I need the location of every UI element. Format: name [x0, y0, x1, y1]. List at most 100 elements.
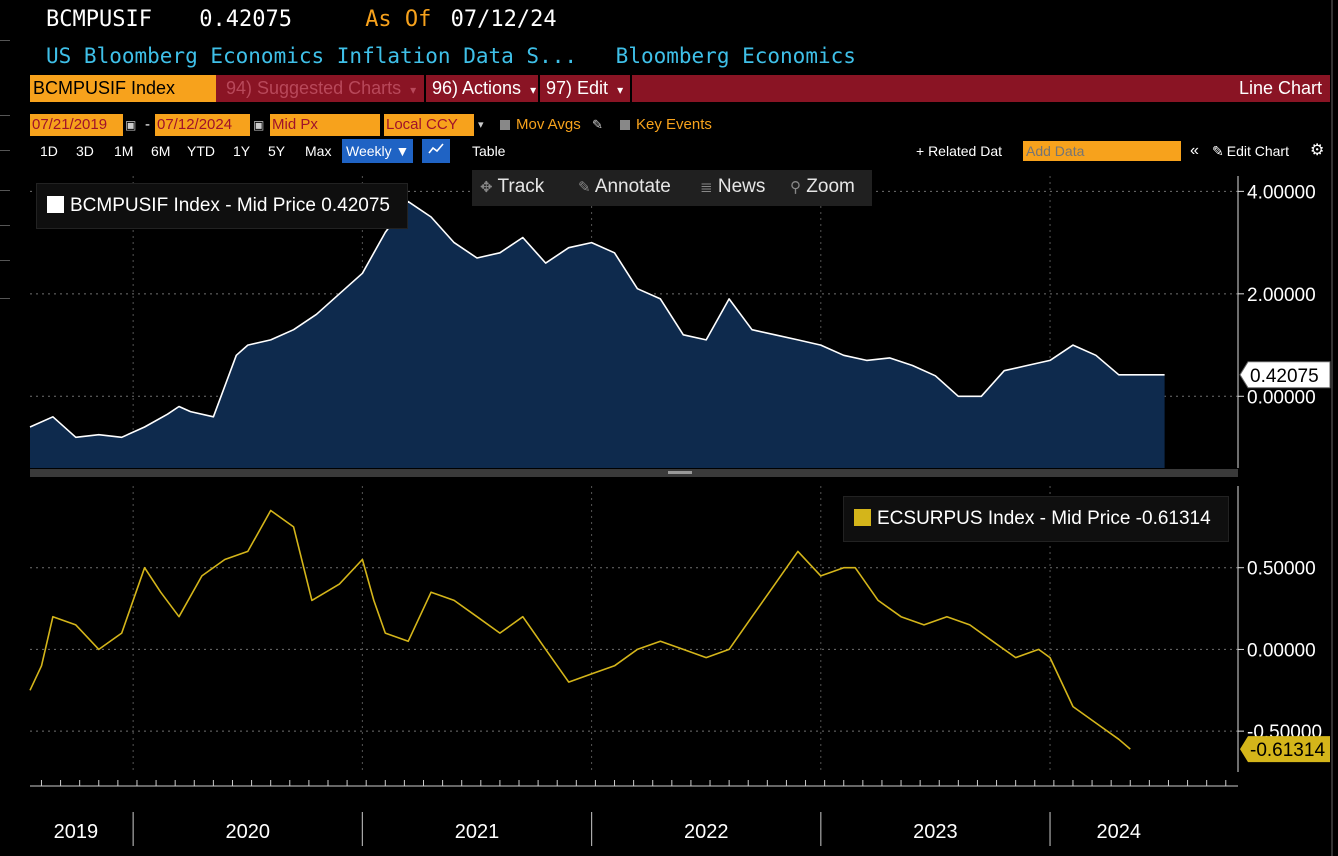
zoom-label: Zoom	[806, 176, 855, 197]
period-1m[interactable]: 1M	[114, 143, 134, 159]
caret-icon: ▾	[617, 83, 624, 97]
actions-label: 96) Actions	[432, 78, 522, 98]
magnifier-icon: ⚲	[790, 179, 801, 196]
caret-icon: ▾	[530, 83, 537, 97]
toolbar-divider	[424, 75, 426, 102]
y-tick-label: 2.00000	[1247, 285, 1316, 306]
edit-label: 97) Edit	[546, 78, 609, 98]
y-tick-label: 0.00000	[1247, 640, 1316, 661]
legend-swatch	[854, 509, 871, 526]
related-data-button[interactable]: + Related Dat	[916, 143, 1002, 159]
left-edge-strip	[0, 0, 14, 856]
last-value-tag-bottom	[1240, 736, 1330, 763]
y-tick-label: 0.00000	[1247, 387, 1316, 408]
area-fill-top	[30, 201, 1165, 468]
period-ytd[interactable]: YTD	[187, 143, 215, 159]
x-tick-label: 2022	[684, 821, 729, 843]
x-tick-label: 2019	[54, 821, 99, 843]
settings-row: 07/21/2019 ▣ - 07/12/2024 ▣ Mid Px Local…	[30, 114, 1330, 136]
calendar-icon[interactable]: ▣	[253, 118, 265, 132]
as-of-label: As Of	[365, 7, 432, 32]
data-source: Bloomberg Economics	[615, 44, 856, 68]
key-events-label: Key Events	[636, 116, 712, 133]
crosshair-icon: ✥	[480, 179, 493, 196]
currency-select[interactable]: Local CCY	[384, 114, 474, 136]
legend-swatch	[47, 196, 64, 213]
add-data-input[interactable]	[1023, 141, 1181, 161]
pencil-icon[interactable]: ✎	[592, 117, 603, 132]
panel-separator	[30, 469, 1238, 477]
legend-bottom[interactable]: ECSURPUS Index - Mid Price -0.61314	[843, 496, 1229, 542]
annotate-label: Annotate	[594, 176, 671, 197]
edit-chart-button[interactable]: ✎ Edit Chart	[1212, 139, 1289, 163]
y-tick-label: 4.00000	[1247, 182, 1316, 203]
suggested-charts-menu[interactable]: 94) Suggested Charts ▾	[226, 75, 416, 102]
checkbox-icon	[500, 120, 510, 131]
last-value-tag-top	[1239, 361, 1331, 389]
gear-icon[interactable]: ⚙	[1310, 142, 1325, 159]
pencil-icon: ✎	[1212, 143, 1224, 159]
last-value-label-top: 0.42075	[1250, 366, 1319, 387]
toolbar-divider	[538, 75, 540, 102]
panel-resize-handle	[668, 471, 692, 474]
series-line-top	[29, 200, 1165, 439]
x-tick-label: 2023	[913, 821, 958, 843]
track-label: Track	[497, 176, 545, 197]
x-tick-label: 2020	[226, 821, 271, 843]
x-tick-label: 2024	[1097, 821, 1142, 843]
line-chart-icon[interactable]	[422, 139, 450, 163]
suggested-charts-label: 94) Suggested Charts	[226, 78, 402, 98]
period-5y[interactable]: 5Y	[268, 143, 286, 159]
main-toolbar: BCMPUSIF Index 94) Suggested Charts ▾ 96…	[30, 75, 1330, 102]
caret-icon: ▾	[410, 83, 417, 97]
description-line: US Bloomberg Economics Inflation Data S.…	[46, 42, 856, 70]
key-events-toggle[interactable]: Key Events	[620, 114, 712, 136]
period-1d[interactable]: 1D	[40, 143, 58, 159]
end-date-field[interactable]: 07/12/2024	[155, 114, 250, 136]
chart-tools-bar: ✥ Track ✎ Annotate ≣ News ⚲ Zoom	[472, 170, 872, 206]
period-3d[interactable]: 3D	[76, 143, 94, 159]
as-of-date: 07/12/24	[450, 7, 557, 32]
pencil-icon: ✎	[578, 179, 591, 196]
legend-top-label: BCMPUSIF Index - Mid Price 0.42075	[70, 195, 390, 216]
calendar-icon[interactable]: ▣	[125, 118, 137, 132]
y-tick-label: 0.50000	[1247, 559, 1316, 580]
legend-bottom-label: ECSURPUS Index - Mid Price -0.61314	[877, 508, 1211, 529]
series-line-bottom	[29, 509, 1131, 750]
last-price: 0.42075	[199, 7, 292, 32]
annotate-tool[interactable]: ✎ Annotate	[578, 170, 671, 205]
security-field[interactable]: BCMPUSIF Index	[30, 75, 216, 102]
last-value-label-bottom: -0.61314	[1250, 740, 1325, 761]
checkbox-icon	[620, 120, 630, 131]
news-label: News	[717, 176, 766, 197]
start-date-field[interactable]: 07/21/2019	[30, 114, 123, 136]
period-1y[interactable]: 1Y	[233, 143, 251, 159]
chart-type-label[interactable]: Line Chart	[1238, 78, 1322, 98]
track-tool[interactable]: ✥ Track	[480, 170, 544, 205]
x-tick-label: 2021	[455, 821, 500, 843]
price-field-select[interactable]: Mid Px	[270, 114, 380, 136]
double-chevron-left-icon[interactable]: «	[1190, 142, 1199, 159]
zoom-tool[interactable]: ⚲ Zoom	[790, 170, 855, 205]
table-view-button[interactable]: Table	[472, 143, 506, 159]
period-max[interactable]: Max	[305, 143, 332, 159]
toolbar-divider	[630, 75, 632, 102]
period-row: 1D 3D 1M 6M YTD 1Y 5Y Max Weekly ▼ Table…	[30, 139, 1330, 163]
period-6m[interactable]: 6M	[151, 143, 171, 159]
edit-menu[interactable]: 97) Edit ▾	[546, 75, 623, 102]
date-range-dash: -	[145, 116, 150, 133]
currency-dropdown-icon[interactable]: ▾	[478, 119, 484, 131]
legend-top[interactable]: BCMPUSIF Index - Mid Price 0.42075	[36, 183, 408, 229]
mov-avgs-toggle[interactable]: Mov Avgs	[500, 114, 581, 136]
edit-chart-label: Edit Chart	[1226, 143, 1289, 159]
header-line: BCMPUSIF 0.42075 As Of 07/12/24	[46, 6, 557, 34]
right-edge-strip	[1331, 0, 1333, 856]
security-description: US Bloomberg Economics Inflation Data S.…	[46, 44, 578, 68]
mov-avgs-label: Mov Avgs	[516, 116, 581, 133]
frequency-select[interactable]: Weekly ▼	[342, 139, 414, 163]
news-tool[interactable]: ≣ News	[700, 170, 765, 205]
ticker: BCMPUSIF	[46, 7, 152, 32]
actions-menu[interactable]: 96) Actions ▾	[432, 75, 536, 102]
news-icon: ≣	[700, 179, 713, 196]
